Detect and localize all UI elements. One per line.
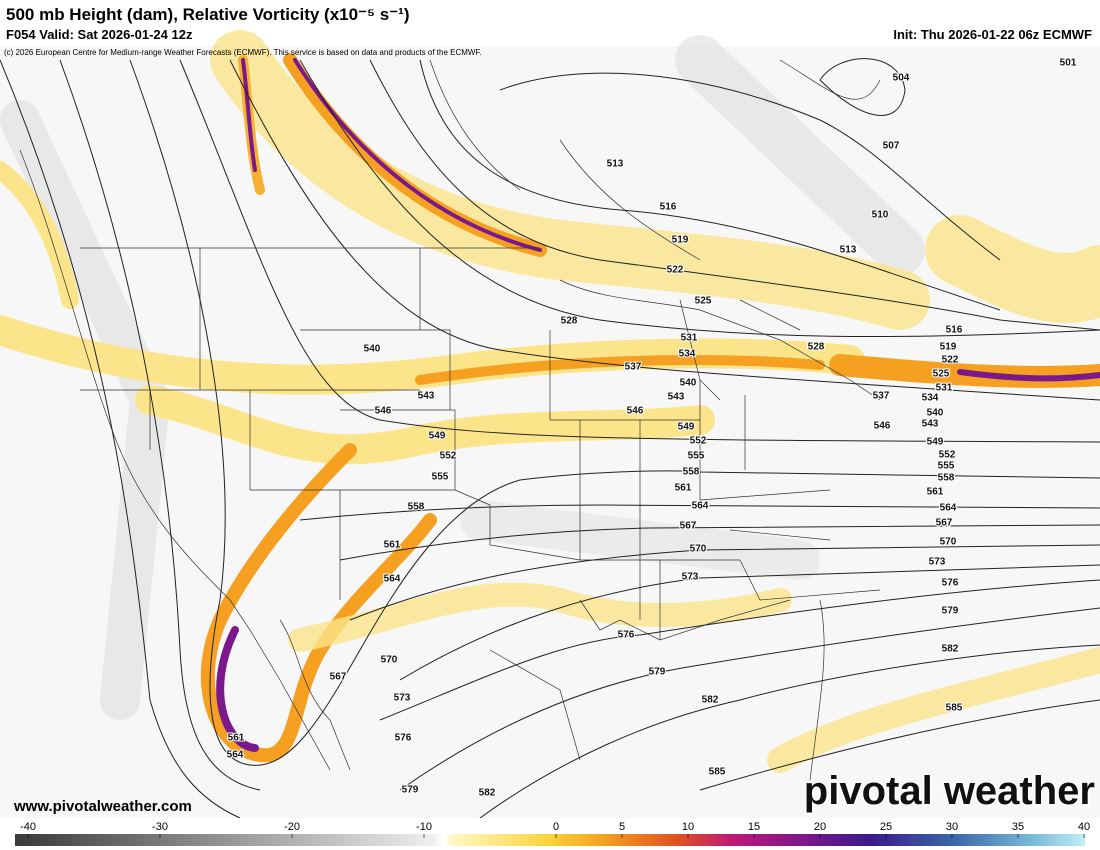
contour-label: 567 [330, 672, 347, 683]
contour-label: 507 [883, 141, 900, 152]
contour-label: 561 [228, 733, 245, 744]
contour-label: 561 [675, 483, 692, 494]
borders [19, 59, 881, 781]
colorbar-tick-label: 20 [814, 821, 826, 833]
contour-label: 516 [660, 202, 677, 213]
contour-label: 582 [702, 695, 719, 706]
map: 504 501 507 510 513 513 516 519 522 525 … [0, 30, 1100, 819]
contour-label: 522 [667, 265, 684, 276]
credit: (c) 2026 European Centre for Medium-rang… [4, 48, 482, 57]
contour-label: 528 [561, 316, 578, 327]
contour-label: 582 [479, 788, 496, 799]
contour-label: 570 [381, 655, 398, 666]
contour-label: 543 [668, 392, 685, 403]
contour-label: 564 [384, 574, 401, 585]
contour-labels: 504 501 507 510 513 513 516 519 522 525 … [226, 57, 1078, 800]
contour-label: 546 [874, 421, 891, 432]
contour-label: 549 [429, 431, 446, 442]
contour-label: 567 [936, 518, 953, 529]
contour-label: 558 [938, 473, 955, 484]
colorbar-tick-label: 0 [553, 821, 559, 833]
contour-label: 570 [690, 544, 707, 555]
colorbar [15, 834, 1085, 846]
contour-label: 558 [408, 502, 425, 513]
contour-label: 567 [680, 521, 697, 532]
contour-label: 585 [709, 767, 726, 778]
contour-label: 573 [394, 693, 411, 704]
header-bg [0, 0, 1100, 46]
contour-label: 537 [625, 362, 642, 373]
contour-label: 531 [681, 333, 698, 344]
contour-label: 540 [927, 408, 944, 419]
colorbar-tick-label: 35 [1012, 821, 1024, 833]
colorbar-tick-label: -20 [284, 821, 300, 833]
contour-label: 501 [1060, 58, 1077, 69]
contour-label: 564 [692, 501, 709, 512]
contour-label: 528 [808, 342, 825, 353]
contour-label: 552 [440, 451, 457, 462]
vorticity-bands [0, 30, 1100, 773]
colorbar-tick-label: -10 [416, 821, 432, 833]
contour-label: 543 [418, 391, 435, 402]
contour-label: 576 [395, 733, 412, 744]
contour-label: 555 [432, 472, 449, 483]
height-contours [0, 58, 1100, 819]
contour-label: 540 [680, 378, 697, 389]
contour-label: 534 [922, 393, 939, 404]
contour-label: 573 [929, 557, 946, 568]
colorbar-tick-label: 10 [682, 821, 694, 833]
contour-label: 558 [683, 467, 700, 478]
website: www.pivotalweather.com [13, 798, 192, 815]
contour-label: 570 [940, 537, 957, 548]
title: 500 mb Height (dam), Relative Vorticity … [6, 5, 410, 24]
contour-label: 576 [942, 578, 959, 589]
valid-time: F054 Valid: Sat 2026-01-24 12z [6, 27, 193, 42]
contour-label: 585 [946, 703, 963, 714]
contour-label: 543 [922, 419, 939, 430]
contour-label: 561 [384, 540, 401, 551]
contour-label: 537 [873, 391, 890, 402]
colorbar-tick-label: 40 [1078, 821, 1090, 833]
contour-label: 564 [940, 503, 957, 514]
contour-label: 552 [690, 436, 707, 447]
contour-label: 549 [678, 422, 695, 433]
contour-label: 579 [402, 785, 419, 796]
colorbar-tick-label: -40 [20, 821, 36, 833]
contour-label: 540 [364, 344, 381, 355]
contour-label: 582 [942, 644, 959, 655]
contour-label: 525 [933, 369, 950, 380]
contour-label: 513 [607, 159, 624, 170]
colorbar-tick-label: 15 [748, 821, 760, 833]
contour-label: 513 [840, 245, 857, 256]
logo: pivotal weather [804, 769, 1095, 813]
colorbar-tick-label: 5 [619, 821, 625, 833]
colorbar-tick-label: -30 [152, 821, 168, 833]
contour-label: 504 [893, 73, 910, 84]
contour-label: 579 [649, 667, 666, 678]
contour-label: 576 [618, 630, 635, 641]
contour-label: 531 [936, 383, 953, 394]
contour-label: 546 [375, 406, 392, 417]
init-time: Init: Thu 2026-01-22 06z ECMWF [893, 27, 1092, 42]
contour-label: 564 [227, 750, 244, 761]
contour-label: 549 [927, 437, 944, 448]
contour-label: 534 [679, 349, 696, 360]
contour-label: 555 [938, 461, 955, 472]
contour-label: 525 [695, 296, 712, 307]
contour-label: 555 [688, 451, 705, 462]
contour-label: 579 [942, 606, 959, 617]
contour-label: 519 [940, 342, 957, 353]
contour-label: 510 [872, 210, 889, 221]
colorbar-tick-label: 25 [880, 821, 892, 833]
contour-label: 573 [682, 572, 699, 583]
colorbar-tick-label: 30 [946, 821, 958, 833]
contour-label: 522 [942, 355, 959, 366]
contour-label: 561 [927, 487, 944, 498]
contour-label: 546 [627, 406, 644, 417]
contour-label: 552 [939, 450, 956, 461]
colorbar-ticks: -40-30-20-100510152025303540455055 [20, 821, 1090, 838]
contour-label: 516 [946, 325, 963, 336]
contour-label: 519 [672, 235, 689, 246]
